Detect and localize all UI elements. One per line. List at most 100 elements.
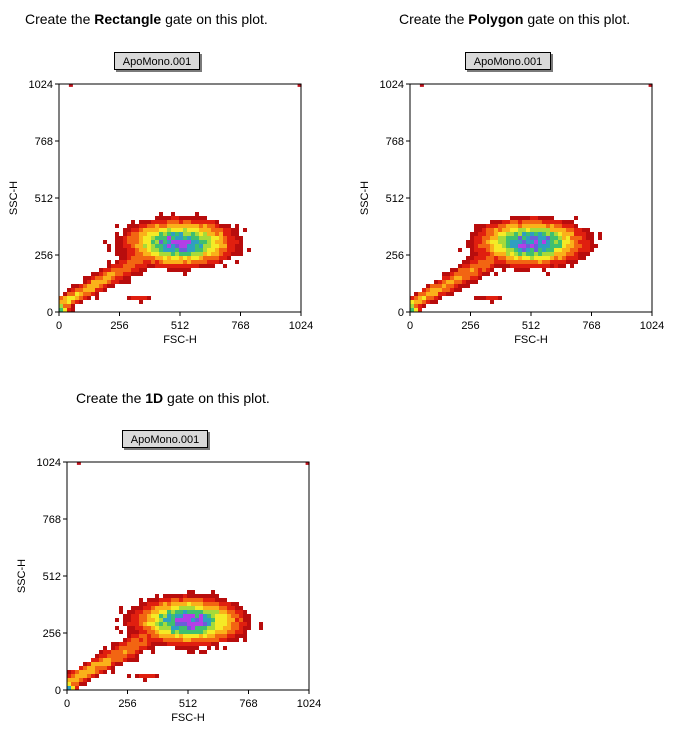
density-cell: [71, 670, 75, 674]
density-cell: [167, 630, 171, 634]
density-cell: [191, 252, 195, 256]
density-cell: [159, 256, 163, 260]
density-cell: [139, 614, 143, 618]
density-cell: [111, 670, 115, 674]
density-cell: [87, 674, 91, 678]
y-tick-label: 256: [43, 628, 61, 640]
density-cell: [147, 220, 151, 224]
density-cell: [506, 248, 510, 252]
y-tick-label: 512: [35, 193, 53, 205]
density-cell: [490, 260, 494, 264]
density-cell: [239, 606, 243, 610]
density-cell: [215, 598, 219, 602]
density-cell: [151, 602, 155, 606]
density-cell: [183, 256, 187, 260]
x-axis-label: FSC-H: [514, 334, 548, 346]
x-tick-label: 768: [582, 320, 600, 332]
density-cell: [139, 272, 143, 276]
density-cell: [522, 228, 526, 232]
density-cell: [199, 240, 203, 244]
density-cell: [87, 670, 91, 674]
density-cell: [211, 602, 215, 606]
plot-title-tag[interactable]: ApoMono.001: [114, 52, 200, 70]
plot-title-tag[interactable]: ApoMono.001: [122, 430, 208, 448]
density-cell: [454, 288, 458, 292]
density-cell: [147, 614, 151, 618]
density-cell: [530, 224, 534, 228]
plot-title-tag[interactable]: ApoMono.001: [465, 52, 551, 70]
density-cell: [123, 272, 127, 276]
density-cell: [131, 638, 135, 642]
density-cell: [195, 626, 199, 630]
density-cell: [542, 256, 546, 260]
density-cell: [135, 224, 139, 228]
density-cell: [582, 244, 586, 248]
instruction-polygon: Create the Polygon gate on this plot.: [399, 11, 631, 27]
density-cell: [183, 236, 187, 240]
density-cell: [99, 658, 103, 662]
density-cell: [171, 260, 175, 264]
x-axis-label: FSC-H: [171, 712, 205, 724]
density-cell: [163, 252, 167, 256]
density-cell: [207, 264, 211, 268]
density-cell: [211, 594, 215, 598]
density-cell: [546, 228, 550, 232]
density-cell: [207, 224, 211, 228]
density-cell: [582, 256, 586, 260]
density-cell: [502, 220, 506, 224]
density-cell: [187, 602, 191, 606]
density-cell: [478, 240, 482, 244]
density-cell: [191, 602, 195, 606]
density-cell: [131, 236, 135, 240]
density-cell: [187, 260, 191, 264]
density-cell: [163, 606, 167, 610]
density-cell: [538, 216, 542, 220]
density-cell: [522, 264, 526, 268]
density-cell: [75, 284, 79, 288]
density-cell: [159, 248, 163, 252]
density-cell: [538, 236, 542, 240]
density-cell: [215, 622, 219, 626]
density-cell: [538, 256, 542, 260]
density-cell: [558, 264, 562, 268]
density-cell: [506, 260, 510, 264]
density-cell: [462, 272, 466, 276]
density-cell: [458, 280, 462, 284]
density-cell: [175, 252, 179, 256]
density-cell: [207, 594, 211, 598]
density-cell: [127, 248, 131, 252]
density-cell: [203, 618, 207, 622]
density-cell: [474, 296, 478, 300]
density-cell: [131, 296, 135, 300]
density-cell: [239, 610, 243, 614]
density-cell: [454, 272, 458, 276]
density-cell: [474, 232, 478, 236]
density-cell: [418, 292, 422, 296]
density-cell: [574, 216, 578, 220]
density-cell: [211, 236, 215, 240]
density-cell: [223, 252, 227, 256]
density-cell: [518, 228, 522, 232]
density-cell: [139, 300, 143, 304]
density-cell: [119, 268, 123, 272]
density-cell: [187, 598, 191, 602]
density-cell: [191, 610, 195, 614]
density-cell: [183, 602, 187, 606]
density-cell: [522, 268, 526, 272]
density-cell: [566, 256, 570, 260]
density-cell: [562, 228, 566, 232]
density-cell: [115, 662, 119, 666]
density-cell: [514, 228, 518, 232]
density-cell: [466, 276, 470, 280]
density-cell: [558, 244, 562, 248]
density-cell: [103, 662, 107, 666]
density-cell: [482, 240, 486, 244]
density-cell: [147, 634, 151, 638]
density-cell: [107, 264, 111, 268]
density-cell: [131, 272, 135, 276]
density-cell: [207, 642, 211, 646]
density-cell: [119, 276, 123, 280]
